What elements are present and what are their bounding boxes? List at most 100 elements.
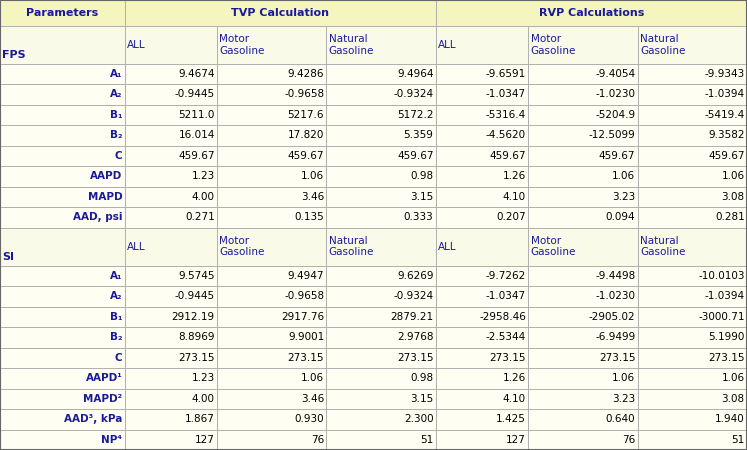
- Bar: [638, 368, 747, 388]
- Bar: [638, 306, 747, 327]
- Text: -12.5099: -12.5099: [589, 130, 636, 140]
- Bar: [0, 64, 125, 84]
- Text: 5.1990: 5.1990: [708, 332, 745, 342]
- Bar: [528, 409, 638, 429]
- Bar: [0, 125, 125, 146]
- Bar: [638, 187, 747, 207]
- Text: -9.4054: -9.4054: [595, 69, 636, 79]
- Text: NP⁴: NP⁴: [102, 435, 123, 445]
- Bar: [638, 388, 747, 409]
- Text: AAPD: AAPD: [90, 171, 123, 181]
- Text: 459.67: 459.67: [708, 151, 745, 161]
- Bar: [125, 166, 217, 187]
- Text: ALL: ALL: [438, 242, 456, 252]
- Text: Parameters: Parameters: [26, 8, 99, 18]
- Text: 127: 127: [506, 435, 526, 445]
- Text: B₂: B₂: [110, 130, 123, 140]
- Bar: [217, 84, 326, 105]
- Bar: [0, 228, 125, 266]
- Bar: [436, 187, 528, 207]
- Text: 3.46: 3.46: [301, 394, 324, 404]
- Bar: [528, 266, 638, 286]
- Text: Motor
Gasoline: Motor Gasoline: [220, 34, 264, 55]
- Text: C: C: [114, 151, 123, 161]
- Text: 2912.19: 2912.19: [172, 312, 215, 322]
- Bar: [638, 125, 747, 146]
- Bar: [638, 26, 747, 64]
- Bar: [217, 286, 326, 306]
- Text: -1.0230: -1.0230: [595, 291, 636, 302]
- Bar: [125, 286, 217, 306]
- Bar: [326, 26, 436, 64]
- Bar: [436, 228, 528, 266]
- Bar: [217, 327, 326, 347]
- Text: 9.5745: 9.5745: [179, 271, 215, 281]
- Bar: [528, 388, 638, 409]
- Text: -0.9445: -0.9445: [175, 291, 215, 302]
- Text: 3.08: 3.08: [722, 394, 745, 404]
- Bar: [217, 105, 326, 125]
- Text: A₂: A₂: [110, 90, 123, 99]
- Bar: [217, 368, 326, 388]
- Bar: [638, 105, 747, 125]
- Text: 1.06: 1.06: [722, 374, 745, 383]
- Bar: [436, 409, 528, 429]
- Bar: [528, 368, 638, 388]
- Text: 0.135: 0.135: [294, 212, 324, 222]
- Bar: [528, 187, 638, 207]
- Bar: [217, 187, 326, 207]
- Bar: [528, 26, 638, 64]
- Bar: [0, 429, 125, 450]
- Bar: [0, 368, 125, 388]
- Bar: [217, 166, 326, 187]
- Bar: [0, 409, 125, 429]
- Text: -2905.02: -2905.02: [589, 312, 636, 322]
- Text: Natural
Gasoline: Natural Gasoline: [640, 34, 685, 55]
- Text: -9.6591: -9.6591: [486, 69, 526, 79]
- Text: -4.5620: -4.5620: [486, 130, 526, 140]
- Bar: [217, 64, 326, 84]
- Text: 0.271: 0.271: [185, 212, 215, 222]
- Text: B₁: B₁: [110, 110, 123, 120]
- Bar: [528, 84, 638, 105]
- Text: AAPD¹: AAPD¹: [85, 374, 123, 383]
- Bar: [0, 146, 125, 166]
- Text: 1.06: 1.06: [613, 374, 636, 383]
- Bar: [217, 306, 326, 327]
- Bar: [638, 429, 747, 450]
- Bar: [125, 228, 217, 266]
- Text: -1.0347: -1.0347: [486, 90, 526, 99]
- Bar: [125, 64, 217, 84]
- Bar: [436, 286, 528, 306]
- Text: Motor
Gasoline: Motor Gasoline: [530, 34, 576, 55]
- Text: 3.23: 3.23: [612, 394, 636, 404]
- Bar: [638, 146, 747, 166]
- Bar: [125, 146, 217, 166]
- Text: 1.23: 1.23: [191, 171, 215, 181]
- Bar: [326, 166, 436, 187]
- Bar: [436, 26, 528, 64]
- Text: -5419.4: -5419.4: [704, 110, 745, 120]
- Text: MAPD: MAPD: [87, 192, 123, 202]
- Text: ALL: ALL: [438, 40, 456, 50]
- Bar: [436, 266, 528, 286]
- Bar: [0, 187, 125, 207]
- Bar: [528, 306, 638, 327]
- Text: 9.3582: 9.3582: [708, 130, 745, 140]
- Text: 2.300: 2.300: [404, 414, 433, 424]
- Text: 1.06: 1.06: [722, 171, 745, 181]
- Bar: [125, 266, 217, 286]
- Bar: [217, 429, 326, 450]
- Bar: [217, 388, 326, 409]
- Text: 3.15: 3.15: [410, 192, 433, 202]
- Bar: [125, 0, 436, 26]
- Text: 9.4286: 9.4286: [288, 69, 324, 79]
- Bar: [217, 266, 326, 286]
- Text: 2.9768: 2.9768: [397, 332, 433, 342]
- Bar: [436, 388, 528, 409]
- Text: -3000.71: -3000.71: [698, 312, 745, 322]
- Text: 459.67: 459.67: [599, 151, 636, 161]
- Bar: [125, 125, 217, 146]
- Text: 51: 51: [731, 435, 745, 445]
- Bar: [638, 286, 747, 306]
